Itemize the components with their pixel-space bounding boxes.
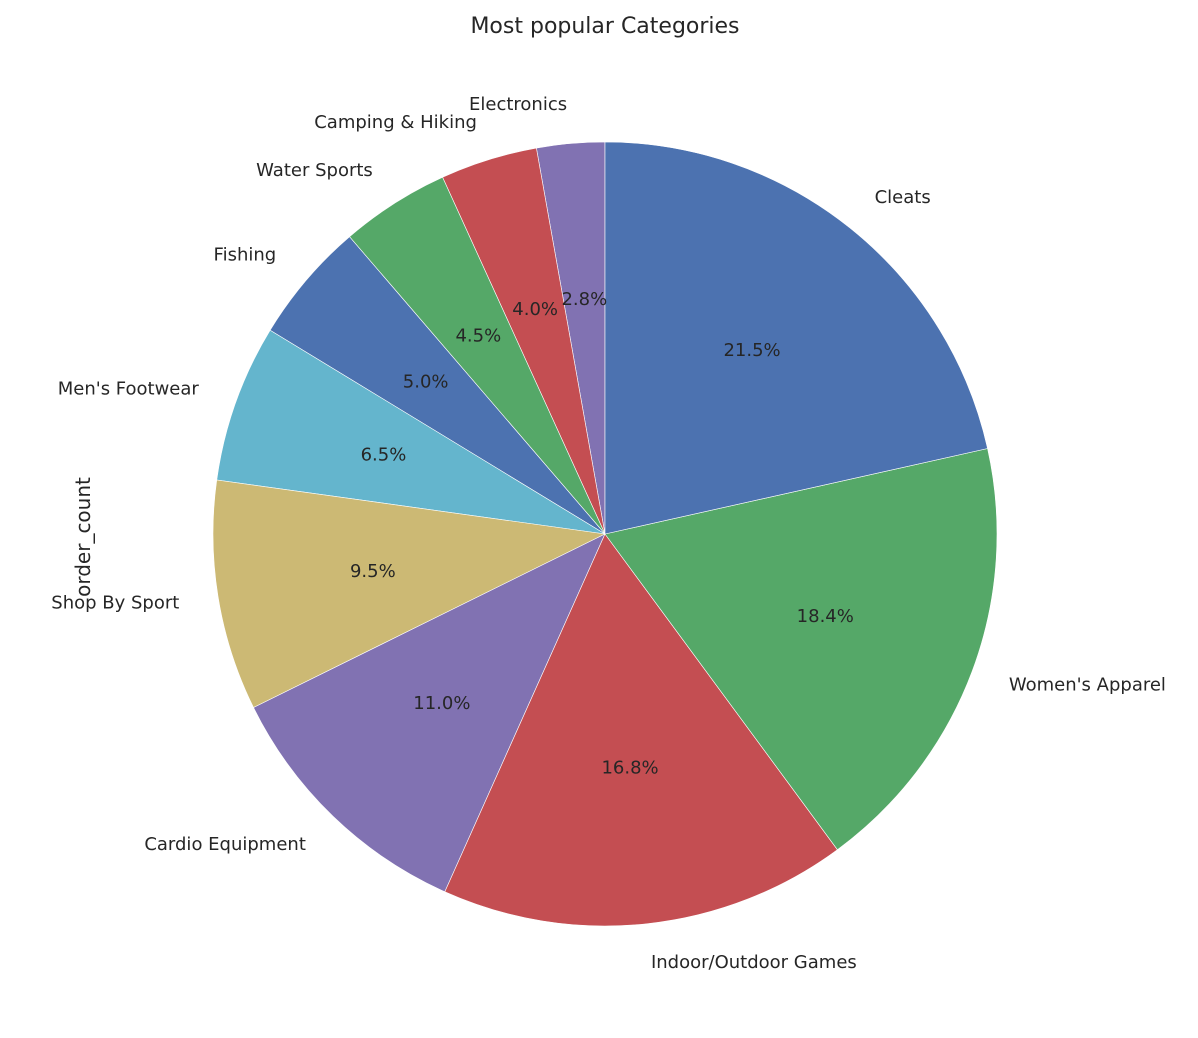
pie-pct-label-7: 16.8% bbox=[601, 757, 658, 778]
pie-slice-5 bbox=[212, 479, 607, 708]
pie-slice-6 bbox=[253, 533, 606, 893]
pie-category-label-2: Water Sports bbox=[256, 160, 373, 181]
pie-category-label-4: Men's Footwear bbox=[58, 379, 200, 400]
pie-pct-label-3: 5.0% bbox=[403, 371, 449, 392]
pie-pct-label-5: 9.5% bbox=[350, 561, 396, 582]
y-axis-label: order_count bbox=[71, 477, 95, 597]
pie-category-label-0: Electronics bbox=[469, 94, 567, 115]
pie-slice-7 bbox=[444, 533, 838, 927]
pie-pct-label-9: 21.5% bbox=[723, 340, 780, 361]
pie-pct-label-6: 11.0% bbox=[413, 693, 470, 714]
pie-slice-9 bbox=[604, 141, 988, 535]
pie-category-label-9: Cleats bbox=[875, 187, 931, 208]
pie-slice-4 bbox=[216, 329, 606, 535]
pie-pct-label-2: 4.5% bbox=[455, 325, 501, 346]
pie-pct-label-1: 4.0% bbox=[512, 299, 558, 320]
pie-category-label-8: Women's Apparel bbox=[1009, 675, 1166, 696]
pie-category-label-3: Fishing bbox=[214, 244, 277, 265]
pie-pct-label-4: 6.5% bbox=[361, 445, 407, 466]
pie-category-label-5: Shop By Sport bbox=[51, 592, 179, 613]
pie-labels: 2.8% Electronics 4.0% Camping & Hiking 4.5% W… bbox=[51, 94, 1166, 973]
pie-pct-label-8: 18.4% bbox=[797, 606, 854, 627]
pie-pct-label-0: 2.8% bbox=[561, 289, 607, 310]
pie-category-label-7: Indoor/Outdoor Games bbox=[651, 952, 857, 973]
chart-title: Most popular Categories bbox=[470, 14, 739, 39]
pie-slices bbox=[212, 141, 998, 927]
pie-category-label-1: Camping & Hiking bbox=[314, 112, 477, 133]
pie-slice-8 bbox=[604, 448, 998, 851]
pie-category-label-6: Cardio Equipment bbox=[144, 834, 306, 855]
